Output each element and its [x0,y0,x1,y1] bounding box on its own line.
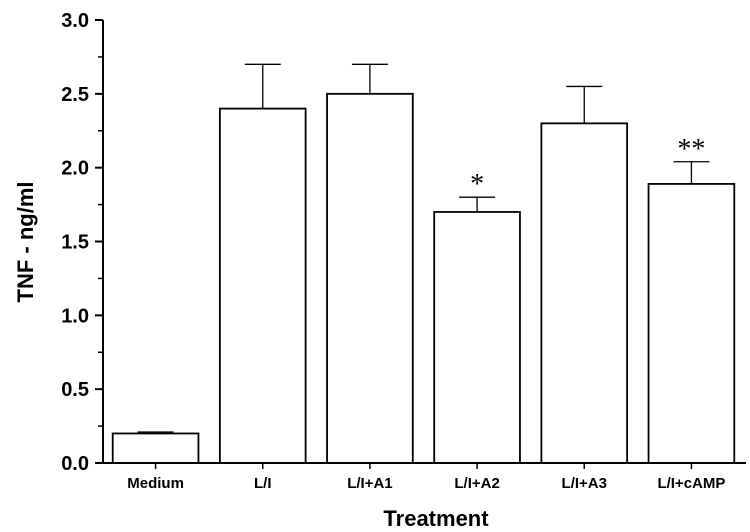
bar [218,107,307,464]
x-tick-label: L/I+cAMP [657,475,725,492]
y-axis-ticks: 0.0 0.5 1.0 1.5 2.0 2.5 3.0 [61,10,103,475]
x-tick-label: L/I [254,475,272,492]
x-axis-ticks: Medium L/I L/I+A1 L/I+A2 L/I+A3 L/I+cAMP [127,463,725,492]
bar [326,92,414,464]
y-tick-label: 2.0 [61,158,89,180]
bar [540,122,629,464]
significance-marker: ** [677,134,705,165]
y-tick-label: 1.5 [61,232,89,254]
significance-marker: * [470,169,484,200]
bar [111,432,200,464]
plot-area: *** [111,63,736,464]
y-axis-title: TNF - ng/ml [13,182,38,303]
x-axis-title: Treatment [383,506,489,531]
bar [647,183,736,464]
x-tick-label: L/I+A1 [347,475,392,492]
x-tick-label: Medium [127,475,184,492]
y-tick-label: 1.0 [61,305,89,327]
y-tick-label: 0.5 [61,379,89,401]
x-tick-label: L/I+A2 [454,475,499,492]
y-tick-label: 3.0 [61,10,89,32]
bar [433,211,521,464]
y-tick-label: 2.5 [61,84,89,106]
y-tick-label: 0.0 [61,453,89,475]
x-tick-label: L/I+A3 [562,475,607,492]
